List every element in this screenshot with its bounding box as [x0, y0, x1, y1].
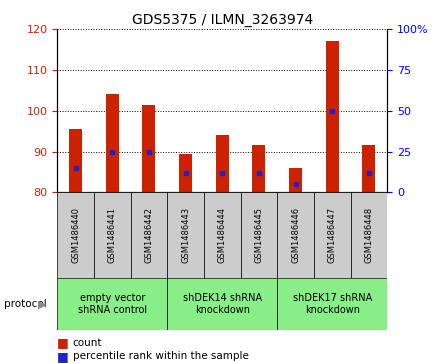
- Text: GSM1486446: GSM1486446: [291, 207, 300, 263]
- Text: GSM1486442: GSM1486442: [144, 207, 154, 263]
- Bar: [106, 94, 119, 192]
- Text: GSM1486440: GSM1486440: [71, 207, 80, 263]
- Title: GDS5375 / ILMN_3263974: GDS5375 / ILMN_3263974: [132, 13, 313, 26]
- Bar: [94, 192, 131, 278]
- Text: GSM1486445: GSM1486445: [254, 207, 264, 263]
- Text: GSM1486444: GSM1486444: [218, 207, 227, 263]
- Bar: [69, 129, 82, 192]
- Bar: [204, 192, 241, 278]
- Bar: [167, 278, 277, 330]
- Bar: [253, 146, 265, 192]
- Bar: [277, 192, 314, 278]
- Bar: [314, 192, 351, 278]
- Text: GSM1486447: GSM1486447: [328, 207, 337, 263]
- Bar: [216, 135, 229, 192]
- Text: GSM1486448: GSM1486448: [364, 207, 374, 263]
- Text: count: count: [73, 338, 102, 348]
- Bar: [57, 278, 167, 330]
- Bar: [351, 192, 387, 278]
- Text: ▶: ▶: [38, 299, 47, 309]
- Bar: [179, 154, 192, 192]
- Text: percentile rank within the sample: percentile rank within the sample: [73, 351, 249, 362]
- Text: shDEK17 shRNA
knockdown: shDEK17 shRNA knockdown: [293, 293, 372, 315]
- Text: ■: ■: [57, 337, 69, 350]
- Text: shDEK14 shRNA
knockdown: shDEK14 shRNA knockdown: [183, 293, 262, 315]
- Bar: [289, 168, 302, 192]
- Text: empty vector
shRNA control: empty vector shRNA control: [77, 293, 147, 315]
- Bar: [143, 105, 155, 192]
- Bar: [167, 192, 204, 278]
- Bar: [363, 146, 375, 192]
- Text: GSM1486441: GSM1486441: [108, 207, 117, 263]
- Text: ■: ■: [57, 350, 69, 363]
- Text: protocol: protocol: [4, 299, 47, 309]
- Bar: [326, 41, 339, 192]
- Bar: [57, 192, 94, 278]
- Bar: [277, 278, 387, 330]
- Bar: [131, 192, 167, 278]
- Text: GSM1486443: GSM1486443: [181, 207, 190, 263]
- Bar: [241, 192, 277, 278]
